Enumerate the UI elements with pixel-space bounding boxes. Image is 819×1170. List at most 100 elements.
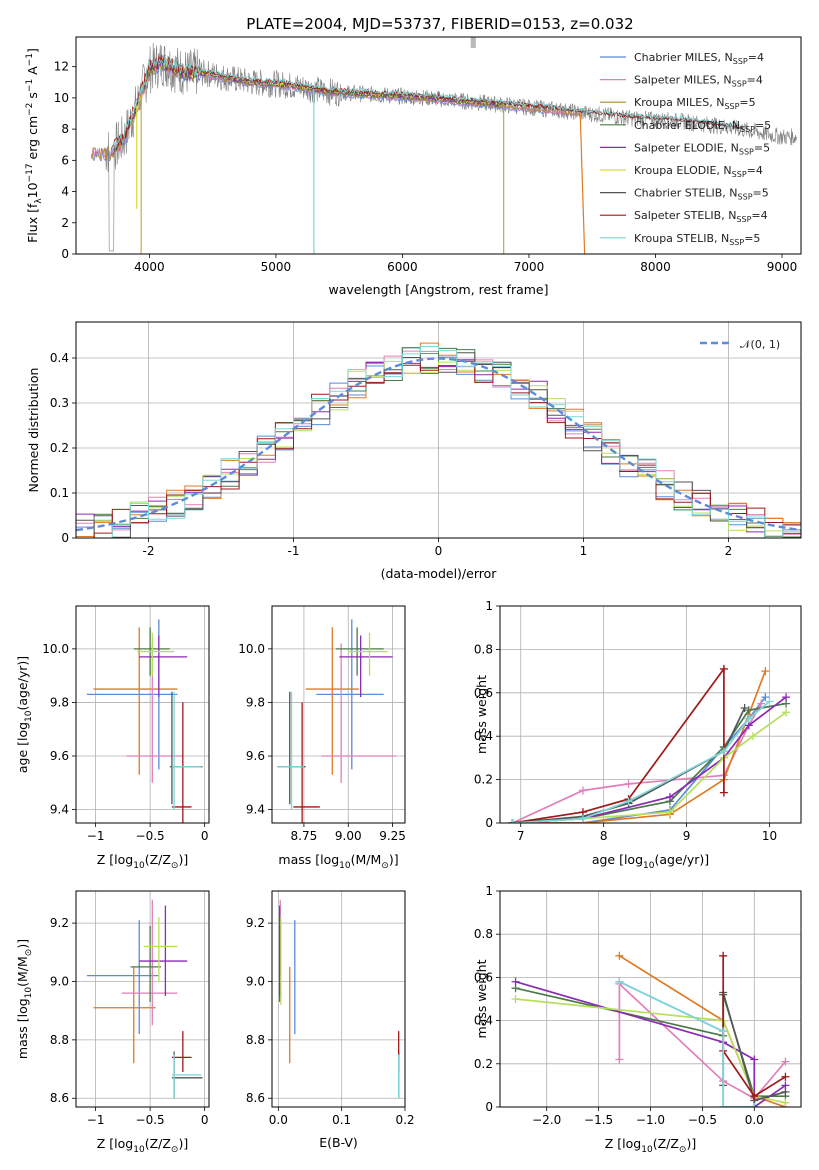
- legend-label-eq: =5: [739, 96, 755, 109]
- legend-label-sub: SSP: [724, 102, 739, 111]
- weight-marker: [761, 667, 770, 676]
- errorbar-point: [348, 632, 388, 676]
- axes-frame: [271, 605, 406, 824]
- legend-label-sub: SSP: [732, 170, 747, 179]
- y-tick-label: 8.6: [246, 1091, 265, 1105]
- weight_vs_age-ylabel: mass weight: [474, 675, 489, 754]
- y-tick-label: 9.2: [246, 916, 265, 930]
- weight-marker: [744, 714, 753, 723]
- y-tick-label: 0.2: [474, 1057, 493, 1071]
- x-tick-label: −0.5: [688, 1113, 717, 1127]
- weight-marker: [511, 977, 520, 986]
- weight-marker: [508, 819, 517, 823]
- errorbar-point: [86, 619, 178, 770]
- weight-line: [512, 702, 787, 823]
- axis-title-part: (Z/Z: [145, 852, 171, 867]
- axes-frame: [499, 890, 802, 1108]
- axis-title-part: Z [log: [605, 1136, 641, 1151]
- axis-title-part: −2: [25, 103, 35, 116]
- axes-frame: [271, 890, 406, 1108]
- y-tick-label: 9.4: [50, 803, 69, 817]
- y-tick-label: 2: [61, 216, 69, 230]
- weight_vs_age-plot-area: [508, 664, 791, 823]
- residual-histogram-step: [76, 342, 801, 538]
- age_vs_Z-ylabel: age [log10(age/yr)]: [15, 656, 34, 773]
- axis-title-part: mass [log: [278, 852, 339, 867]
- residual-histogram-step: [76, 360, 801, 538]
- axis-title-part: 10: [643, 861, 655, 871]
- y-tick-label: 1: [485, 599, 493, 613]
- weight-marker: [765, 697, 774, 706]
- y-tick-label: 0.3: [50, 396, 69, 410]
- y-tick-label: 0.6: [474, 970, 493, 984]
- y-tick-label: 9.8: [50, 695, 69, 709]
- spectrum-model-chabrier-miles: [90, 61, 581, 162]
- y-tick-label: 0.6: [474, 686, 493, 700]
- legend-entry-label: Salpeter STELIB, NSSP=4: [634, 209, 768, 224]
- axis-title-part: (age/yr)]: [15, 656, 30, 711]
- y-tick-label: 4: [61, 185, 69, 199]
- weight-line: [722, 955, 786, 1098]
- legend-label-eq: =4: [747, 74, 763, 87]
- y-tick-label: 0: [485, 816, 493, 830]
- errorbar-point: [171, 1031, 192, 1072]
- legend-label-sub: SSP: [740, 125, 755, 134]
- errorbar-point: [316, 619, 384, 770]
- legend-entry-label: Kroupa ELODIE, NSSP=4: [634, 164, 763, 179]
- weight-marker: [750, 1055, 759, 1064]
- y-tick-label: 8: [61, 122, 69, 136]
- axis-title-part: ⊙: [24, 949, 34, 957]
- legend-entry-label: Chabrier STELIB, NSSP=5: [634, 187, 769, 202]
- y-tick-label: 0.8: [474, 642, 493, 656]
- spectrum-model-kroupa-elodie: [136, 56, 504, 107]
- y-tick-label: 1: [485, 884, 493, 898]
- weight-marker: [719, 1103, 728, 1107]
- x-tick-label: 8.75: [291, 829, 318, 843]
- x-tick-label: 0: [201, 1113, 209, 1127]
- legend-label-eq: =5: [753, 187, 769, 200]
- weight-marker: [615, 977, 624, 986]
- age_vs_mass-plot-area: [277, 619, 397, 823]
- weight-marker: [750, 1103, 759, 1107]
- mass_vs_ebv-plot-area: [278, 899, 400, 1099]
- residuals-panel: -2 -1 0 1 2 0 0.1 0.2 0.3 0.4 (data-model)/error No…: [26, 321, 802, 581]
- errorbar-point: [339, 635, 393, 698]
- errorbar-point: [321, 643, 397, 783]
- axis-title-part: erg cm: [25, 116, 40, 164]
- weight-marker: [615, 1055, 624, 1064]
- axis-title-part: age [log: [592, 852, 643, 867]
- y-tick-label: 8.8: [246, 1033, 265, 1047]
- legend-label-eq: =5: [755, 119, 771, 132]
- weight_vs_Z-xlabel: Z [log10(Z/Z⊙)]: [605, 1136, 696, 1155]
- residual-histogram-step: [76, 359, 801, 538]
- x-tick-label: −1: [87, 1113, 105, 1127]
- legend-label-eq: =4: [748, 51, 764, 64]
- legend-entry-label: Kroupa MILES, NSSP=5: [634, 96, 756, 111]
- legend-entry-label: Chabrier MILES, NSSP=4: [634, 51, 764, 66]
- axis-title-part: 10: [133, 861, 145, 871]
- axis-title-part: )]: [389, 852, 399, 867]
- weight-marker: [719, 664, 728, 673]
- axes-frame: [75, 321, 802, 539]
- y-tick-label: 9.4: [246, 803, 265, 817]
- x-tick-label: 7: [517, 829, 525, 843]
- weight-marker: [578, 786, 587, 795]
- spectrum-plot-area: [90, 37, 798, 254]
- axis-title-part: ⊙: [679, 1145, 687, 1155]
- errorbar-point: [137, 632, 175, 676]
- residual-histogram-step: [76, 346, 801, 538]
- mass_vs_ebv-xlabel: E(B-V): [319, 1135, 358, 1150]
- legend-entry-label: Chabrier ELODIE, NSSP=5: [634, 119, 771, 134]
- weight-marker: [782, 693, 791, 702]
- errorbar-point: [171, 1054, 202, 1099]
- mass_vs_Z-xlabel: Z [log10(Z/Z⊙)]: [97, 1136, 188, 1155]
- weight-marker: [781, 1098, 790, 1107]
- weight-marker: [744, 706, 753, 715]
- x-tick-label: −1.5: [584, 1113, 613, 1127]
- weight-marker: [761, 693, 770, 702]
- emission-line-mask: [470, 37, 476, 48]
- weight-marker: [624, 779, 633, 788]
- weight-line: [619, 980, 755, 1107]
- age_vs_mass-xlabel: mass [log10(M/M⊙)]: [278, 852, 398, 871]
